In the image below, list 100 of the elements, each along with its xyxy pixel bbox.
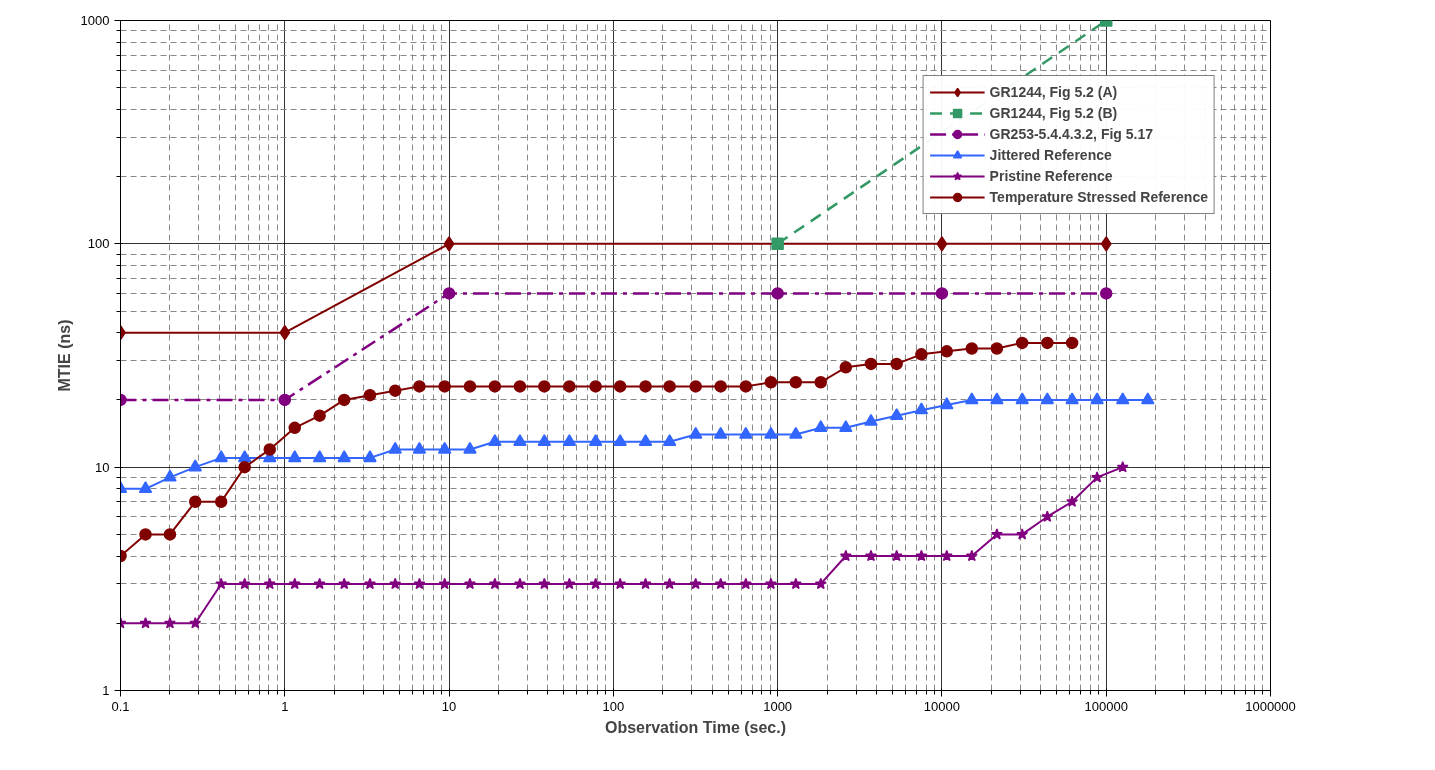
point — [214, 495, 228, 508]
point — [437, 441, 452, 454]
point — [412, 441, 427, 454]
point — [562, 434, 577, 446]
point — [388, 384, 402, 397]
point — [263, 443, 276, 456]
point — [714, 380, 727, 393]
point — [689, 380, 702, 393]
y-axis-title: MTIE (ns) — [55, 319, 73, 392]
point — [589, 577, 602, 590]
point — [1016, 528, 1029, 540]
point — [688, 426, 703, 439]
point — [839, 361, 853, 374]
point — [537, 434, 552, 446]
point — [940, 549, 953, 562]
point — [990, 528, 1003, 540]
point — [965, 342, 979, 355]
point — [513, 577, 526, 590]
point — [313, 577, 326, 590]
point — [1040, 392, 1055, 405]
x-tick-label: 1 — [281, 698, 289, 714]
point — [214, 450, 228, 463]
point — [739, 380, 753, 393]
point — [413, 380, 426, 393]
legend-label: GR1244, Fig 5.2 (B) — [989, 104, 1118, 122]
point — [713, 426, 728, 439]
point — [663, 577, 676, 590]
point — [389, 577, 402, 590]
point — [163, 617, 176, 629]
point — [288, 577, 301, 590]
point — [764, 376, 778, 389]
legend-label: Pristine Reference — [989, 167, 1113, 185]
point — [714, 577, 727, 590]
x-tick-label: 0.1 — [111, 698, 130, 714]
point — [188, 459, 202, 472]
point — [513, 380, 527, 393]
point — [463, 380, 477, 393]
y-tick-label: 10 — [95, 459, 110, 475]
point — [538, 380, 551, 393]
point — [889, 408, 904, 420]
point — [163, 528, 177, 541]
point — [814, 376, 828, 389]
point — [839, 549, 852, 562]
point — [890, 357, 903, 371]
point — [915, 348, 928, 361]
point — [438, 577, 451, 590]
x-tick-label: 10000 — [923, 698, 961, 714]
point — [789, 426, 803, 439]
point — [438, 380, 451, 393]
point — [1041, 510, 1054, 522]
point — [814, 420, 828, 433]
point — [639, 577, 652, 590]
legend-label: GR1244, Fig 5.2 (A) — [989, 83, 1118, 101]
point — [188, 495, 202, 508]
point — [588, 434, 603, 446]
point — [965, 392, 979, 405]
point — [890, 549, 903, 562]
point — [990, 342, 1004, 355]
point — [613, 434, 627, 446]
legend-label: Jittered Reference — [989, 146, 1112, 164]
point — [990, 392, 1004, 405]
point — [865, 549, 877, 562]
point — [238, 577, 251, 590]
point — [1015, 336, 1029, 350]
point — [312, 450, 327, 463]
point — [363, 577, 376, 590]
point — [288, 421, 302, 435]
point — [789, 376, 803, 389]
point — [337, 450, 351, 463]
point — [914, 402, 929, 415]
point — [965, 549, 978, 562]
point — [662, 434, 677, 446]
y-tick-label: 100 — [87, 236, 110, 252]
point — [739, 426, 753, 439]
point — [1141, 392, 1155, 405]
legend-label: Temperature Stressed Reference — [989, 188, 1208, 206]
point — [388, 441, 402, 454]
point — [864, 413, 878, 426]
point — [940, 397, 954, 410]
x-tick-label: 10 — [441, 698, 457, 714]
point — [237, 450, 252, 463]
point — [263, 577, 276, 590]
point — [589, 380, 602, 393]
point — [563, 380, 576, 393]
point — [363, 450, 377, 463]
point — [613, 380, 627, 393]
x-tick-label: 1000000 — [1245, 698, 1296, 714]
point — [1015, 392, 1029, 405]
point — [488, 577, 501, 590]
x-tick-label: 100 — [602, 698, 625, 714]
point — [139, 617, 152, 629]
point — [1090, 392, 1104, 405]
point — [1116, 460, 1129, 473]
point — [139, 528, 152, 541]
point — [739, 577, 752, 590]
point — [413, 577, 426, 590]
point — [337, 393, 351, 407]
point — [789, 577, 802, 590]
point — [1065, 392, 1079, 405]
point — [689, 577, 702, 590]
